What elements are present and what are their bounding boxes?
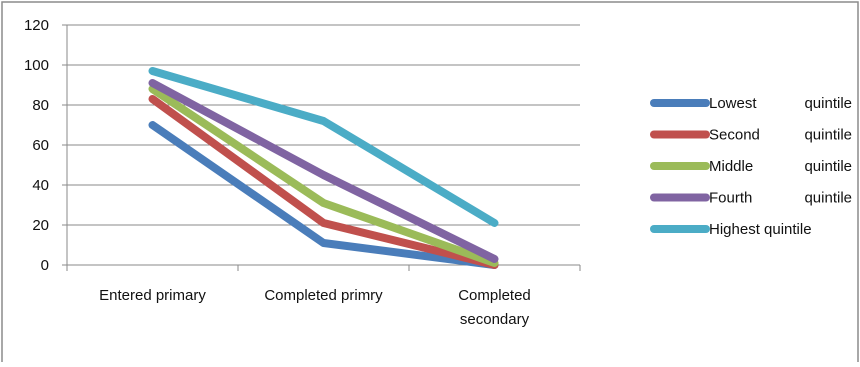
series-line — [148, 95, 499, 269]
x-category-label: secondary — [460, 311, 530, 328]
series-line — [148, 79, 499, 263]
legend-label: Highest quintile — [709, 221, 812, 238]
legend-label: Fourth — [709, 190, 752, 207]
legend-label: Middle — [709, 158, 753, 175]
series-lines — [148, 67, 499, 269]
x-axis-category-labels: Entered primary Completed primry Completed… — [99, 287, 531, 328]
series-line — [148, 121, 499, 269]
y-tick-label: 60 — [32, 137, 49, 154]
axes — [62, 24, 581, 271]
y-tick-label: 20 — [32, 217, 49, 234]
y-tick-label: 120 — [24, 17, 49, 34]
legend-label: quintile — [804, 95, 852, 112]
series-line — [148, 67, 499, 227]
legend-label: quintile — [804, 190, 852, 207]
y-axis-tick-labels: 0 20 40 60 80 100 120 — [24, 17, 49, 274]
x-category-label: Entered primary — [99, 287, 206, 304]
x-category-label: Completed — [458, 287, 531, 304]
x-category-label: Completed primry — [264, 287, 383, 304]
y-tick-label: 100 — [24, 57, 49, 74]
series-line — [148, 85, 499, 267]
legend-label: quintile — [804, 158, 852, 175]
y-tick-label: 0 — [41, 257, 49, 274]
legend: Lowest quintile Second quintile Middle quinti… — [650, 95, 852, 238]
y-tick-label: 80 — [32, 97, 49, 114]
legend-label: quintile — [804, 127, 852, 144]
y-tick-label: 40 — [32, 177, 49, 194]
legend-label: Second — [709, 127, 760, 144]
legend-label: Lowest — [709, 95, 757, 112]
